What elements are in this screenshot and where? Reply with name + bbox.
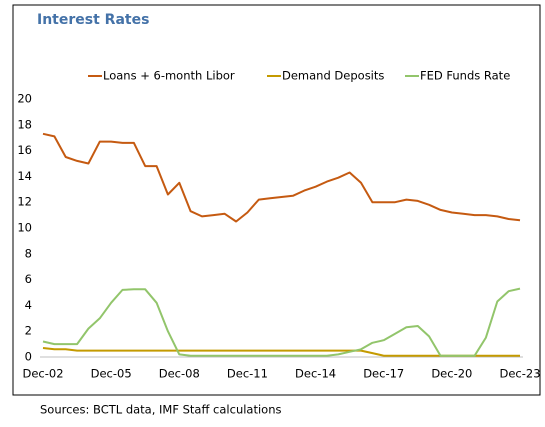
- y-tick-label: 0: [25, 350, 32, 364]
- series-line: [42, 287, 521, 357]
- x-tick-label: Dec-20: [431, 367, 472, 381]
- y-tick-label: 14: [17, 169, 32, 183]
- legend-label: Demand Deposits: [282, 69, 384, 83]
- x-tick-label: Dec-23: [499, 367, 540, 381]
- x-tick-label: Dec-02: [22, 367, 63, 381]
- series-line: [42, 347, 520, 357]
- y-tick-label: 12: [17, 195, 32, 209]
- x-tick-label: Dec-11: [227, 367, 268, 381]
- source-note: Sources: BCTL data, IMF Staff calculatio…: [40, 403, 282, 417]
- legend-label: FED Funds Rate: [420, 69, 510, 83]
- y-tick-label: 6: [25, 272, 32, 286]
- series-line: [42, 132, 521, 223]
- y-tick-label: 4: [25, 298, 32, 312]
- x-tick-label: Dec-08: [159, 367, 200, 381]
- y-tick-label: 16: [17, 143, 32, 157]
- frame: [12, 4, 541, 396]
- x-tick-label: Dec-05: [91, 367, 132, 381]
- x-tick-label: Dec-14: [295, 367, 336, 381]
- chart-title: Interest Rates: [37, 12, 149, 28]
- y-tick-label: 2: [25, 324, 32, 338]
- y-tick-label: 10: [17, 221, 32, 235]
- y-tick-label: 8: [25, 246, 32, 260]
- y-tick-label: 20: [17, 92, 32, 106]
- legend-label: Loans + 6-month Libor: [103, 69, 235, 83]
- x-tick-label: Dec-17: [363, 367, 404, 381]
- y-tick-label: 18: [17, 117, 32, 131]
